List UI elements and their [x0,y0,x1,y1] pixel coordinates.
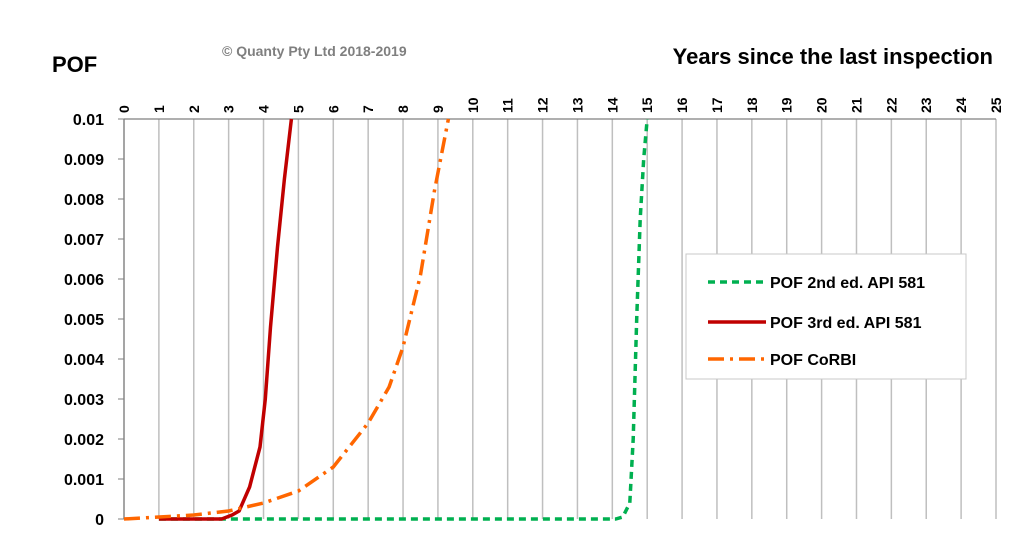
x-tick-label: 1 [151,105,167,113]
copyright-text: © Quanty Pty Ltd 2018-2019 [222,43,407,59]
y-tick-label: 0.002 [64,432,104,449]
x-tick-label: 0 [116,105,132,113]
y-tick-label: 0.001 [64,472,104,489]
x-tick-label: 23 [918,97,934,113]
x-tick-label: 10 [465,97,481,113]
legend-label-pof-3rd-ed: POF 3rd ed. API 581 [770,315,922,332]
x-tick-label: 5 [290,105,306,113]
series-layer [123,118,649,521]
series-line-pof-2nd-ed-api-581 [158,118,649,521]
y-tick-label: 0.005 [64,312,104,329]
y-tick-label: 0.003 [64,392,104,409]
x-tick-label: 17 [709,97,725,113]
x-tick-label: 13 [569,97,585,113]
x-tick-label: 14 [604,97,620,113]
y-tick-label: 0.009 [64,152,104,169]
x-tick-label: 11 [500,98,516,113]
y-tick-label: 0.01 [73,112,104,129]
chart-title: Years since the last inspection [673,44,993,69]
x-tick-label: 7 [360,105,376,113]
x-tick-label: 8 [395,105,411,113]
series-line-pof-corbi [123,118,451,521]
x-tick-label: 20 [814,97,830,113]
axes: 0 1 2 3 4 5 6 7 8 9 10 11 12 13 14 15 16 17 18 19 20 21 22 23 24… [64,97,1004,529]
x-tick-label: 16 [674,97,690,113]
y-axis-title: POF [52,52,97,77]
x-tick-label: 3 [221,105,237,113]
y-tick-label: 0 [95,512,104,529]
x-tick-label: 9 [430,105,446,113]
y-tick-label: 0.007 [64,232,104,249]
x-tick-label: 2 [186,105,202,113]
x-tick-label: 25 [988,97,1004,113]
legend: POF 2nd ed. API 581 POF 3rd ed. API 581 … [685,253,967,380]
x-tick-label: 6 [325,105,341,113]
x-tick-label: 15 [639,97,655,113]
x-tick-label: 18 [744,97,760,113]
x-tick-label: 24 [953,97,969,113]
x-tick-label: 4 [256,105,272,113]
legend-label-pof-2nd-ed: POF 2nd ed. API 581 [770,275,925,292]
x-tick-label: 12 [535,97,551,113]
legend-label-pof-corbi: POF CoRBI [770,352,856,369]
y-tick-label: 0.004 [64,352,104,369]
series-line-pof-3rd-ed-api-581 [158,118,294,521]
x-tick-label: 19 [779,97,795,113]
y-tick-label: 0.008 [64,192,104,209]
x-tick-label: 21 [848,97,864,113]
x-tick-label: 22 [883,97,899,113]
y-tick-label: 0.006 [64,272,104,289]
